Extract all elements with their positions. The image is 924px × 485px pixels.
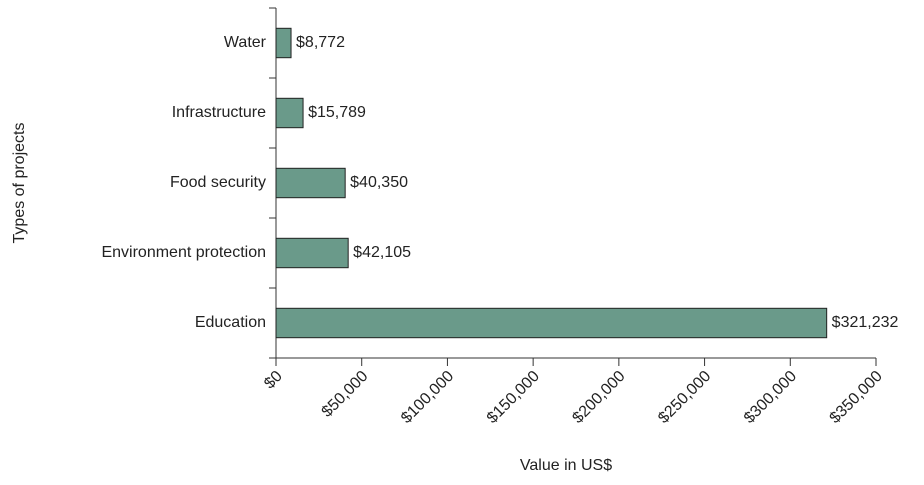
bar [275, 97, 304, 129]
bar [275, 237, 349, 269]
x-tick-label: $0 [261, 368, 286, 393]
y-tick-label: Food security [170, 174, 266, 191]
bar [275, 167, 346, 199]
bar [275, 307, 828, 339]
y-tick-label: Infrastructure [172, 104, 266, 121]
x-tick-label: $250,000 [655, 368, 714, 427]
y-tick-label: Education [195, 314, 266, 331]
value-label: $40,350 [350, 174, 408, 191]
value-label: $321,232 [832, 314, 899, 331]
x-tick-label: $300,000 [741, 368, 800, 427]
value-label: $42,105 [353, 244, 411, 261]
value-label: $15,789 [308, 104, 366, 121]
y-tick-label: Environment protection [101, 244, 266, 261]
x-tick-label: $50,000 [319, 368, 372, 421]
y-axis-title: Types of projects [11, 123, 28, 244]
x-axis-title: Value in US$ [520, 457, 612, 474]
x-tick-label: $350,000 [827, 368, 886, 427]
bar [275, 27, 292, 59]
value-label: $8,772 [296, 34, 345, 51]
x-tick-label: $100,000 [398, 368, 457, 427]
y-tick-label: Water [224, 34, 267, 51]
x-tick-label: $200,000 [569, 368, 628, 427]
x-tick-label: $150,000 [484, 368, 543, 427]
